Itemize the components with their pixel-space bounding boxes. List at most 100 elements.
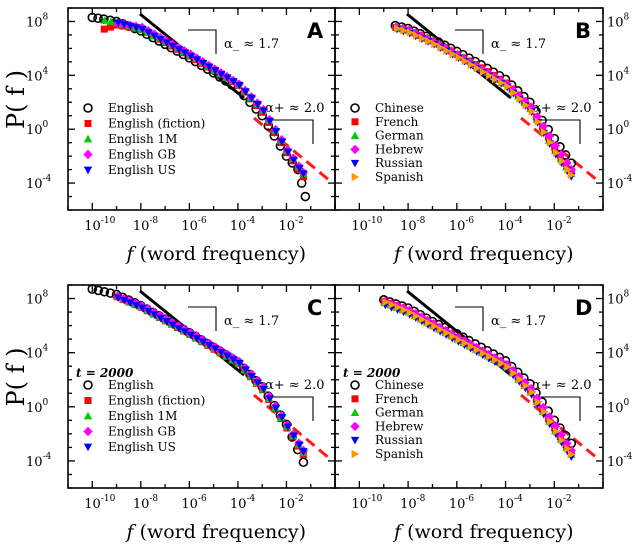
legend-entry-d-5: Spanish	[351, 447, 424, 461]
point-b-spanish-5-1	[510, 88, 518, 97]
point-c-english-end	[298, 457, 309, 468]
point-d-french-legend	[351, 395, 359, 403]
point-d-german-legend	[350, 408, 360, 416]
point-d-hebrew-6-1	[532, 393, 542, 403]
point-c-english-us-2-3	[180, 328, 190, 336]
point-d-spanish-3-2	[467, 342, 476, 351]
point-b-spanish-5-0	[504, 82, 512, 91]
annotation-alpha-minus-a: α_ ≈ 1.7	[224, 37, 279, 52]
x-tick-label-c-0: 10-10	[84, 494, 115, 512]
point-c-english-us-1-2	[150, 311, 159, 319]
point-b-spanish-6-1	[534, 117, 543, 126]
time-label-c: t = 2000	[76, 366, 134, 380]
point-a-english-10-1	[296, 178, 307, 188]
point-c-english-us-4-0	[211, 345, 220, 353]
point-d-spanish-4-3	[498, 359, 506, 368]
point-a-english-us-3-1	[192, 56, 202, 64]
panel-letter-d: D	[575, 296, 592, 320]
annotation-alpha-plus-a: α+ ≈ 2.0	[265, 101, 325, 116]
annotation-alpha-plus-c: α+ ≈ 2.0	[265, 378, 325, 393]
panel-b: 10-10 10-8 10-6 10-4 10-2 108 104 100 10-4 α_ ≈ 1…	[334, 7, 633, 265]
series-c-english-us	[113, 294, 308, 456]
point-b-chinese-legend	[350, 103, 360, 113]
x-tick-label-d-2: 10-6	[449, 494, 475, 512]
point-c-english-us-legend	[83, 443, 93, 452]
point-a-english-1m-legend	[83, 134, 93, 143]
legend-entry-d-2: German	[350, 406, 424, 420]
bracket-plus-c	[268, 396, 314, 421]
point-c-english-us-6-0	[259, 385, 268, 394]
point-c-english-us-2-2	[174, 324, 184, 333]
y-tick-label-a-0: 108	[26, 12, 49, 30]
point-a-english-1m-0-1	[106, 17, 116, 25]
point-c-english-us-6-1	[265, 395, 275, 403]
point-d-spanish-0-2	[394, 303, 403, 312]
point-a-english-us-3-3	[204, 63, 214, 72]
point-c-english-us-0-0	[113, 294, 123, 303]
point-d-spanish-1-0	[406, 308, 415, 317]
point-c-english-us-5-3	[253, 379, 262, 387]
point-c-english-gb-legend	[83, 426, 93, 437]
point-a-english-us-4-1	[217, 70, 226, 79]
point-d-spanish-legend	[351, 449, 360, 459]
point-b-spanish-4-0	[479, 67, 488, 77]
point-a-english-fiction--legend	[84, 120, 92, 127]
legend-label-b-5: Spanish	[375, 170, 424, 184]
point-d-russian-legend	[350, 436, 360, 445]
point-b-hebrew-7-0	[550, 141, 561, 151]
x-axis-title-a: f (word frequency)	[125, 243, 307, 265]
point-c-english-us-7-0	[283, 423, 293, 432]
x-tick-label-a-3: 10-4	[230, 216, 256, 234]
point-b-spanish-2-1	[437, 43, 445, 52]
point-c-english-legend	[83, 380, 93, 390]
point-a-english-us-1-0	[138, 25, 147, 34]
annotation-alpha-minus-d: α_ ≈ 1.7	[491, 314, 546, 329]
point-a-english-0-0	[87, 12, 98, 23]
x-axis-title-d: f (word frequency)	[392, 521, 574, 543]
series-d-spanish	[382, 297, 576, 459]
x-tick-label-d-1: 10-8	[400, 494, 426, 512]
point-a-english-us-7-0	[283, 148, 293, 157]
point-c-english-0-3	[105, 288, 116, 298]
point-a-english-us-7-2	[295, 164, 304, 173]
point-d-spanish-0-0	[382, 297, 390, 307]
y-tick-label-c-3: 10-4	[26, 452, 52, 470]
x-tick-label-a-2: 10-6	[181, 216, 207, 234]
point-a-english-us-4-0	[211, 67, 220, 75]
legend-label-b-1: French	[375, 115, 419, 129]
x-axis-title-b: f (word frequency)	[392, 243, 574, 265]
point-d-spanish-6-1	[534, 397, 543, 407]
point-d-hebrew-legend	[350, 421, 360, 432]
annotation-alpha-plus-b: α+ ≈ 2.0	[532, 101, 592, 116]
point-d-spanish-3-0	[455, 335, 464, 344]
point-c-english-0-0	[87, 284, 98, 294]
panel-frame-d	[334, 284, 604, 489]
point-d-spanish-5-1	[510, 368, 518, 378]
point-b-hebrew-legend	[350, 144, 360, 155]
point-b-hebrew-7-1	[556, 149, 566, 160]
time-label-d: t = 2000	[343, 366, 401, 380]
panel-letter-a: A	[307, 19, 324, 43]
point-b-spanish-6-3	[546, 138, 555, 147]
y-tick-label-a-3: 10-4	[26, 174, 52, 192]
point-d-spanish-7-1	[558, 435, 567, 445]
point-c-english-us-7-2	[295, 441, 304, 450]
point-c-english-0-1	[93, 285, 104, 296]
point-b-german-legend	[350, 131, 360, 139]
point-a-english-us-2-2	[174, 46, 184, 54]
point-c-english-1m-legend	[83, 411, 93, 420]
bracket-plus-a	[268, 119, 314, 144]
point-a-english-us-5-0	[235, 81, 244, 90]
point-d-spanish-0-3	[400, 305, 409, 315]
point-a-english-legend	[83, 103, 93, 113]
point-d-spanish-3-1	[461, 338, 470, 348]
y-tick-label-a-1: 104	[26, 66, 49, 84]
point-a-english-us-1-2	[150, 32, 159, 41]
point-d-spanish-1-3	[425, 318, 433, 328]
point-b-spanish-1-3	[425, 36, 433, 46]
legend-label-d-1: French	[375, 392, 419, 406]
point-d-spanish-4-0	[479, 349, 488, 358]
legend-entry-c-2: English 1M	[83, 409, 177, 423]
point-b-spanish-2-0	[431, 39, 439, 49]
